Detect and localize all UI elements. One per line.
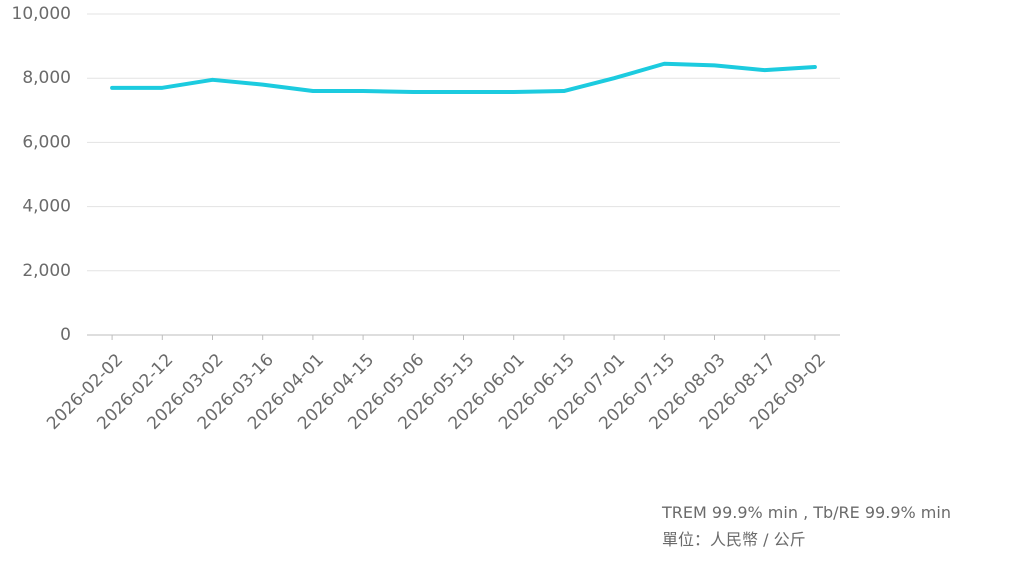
note: TREM 99.9% min , Tb/RE 99.9% min (661, 503, 951, 522)
y-tick-label: 0 (60, 325, 71, 345)
note: 單位：人民幣 / 公斤 (662, 530, 806, 549)
data-line (110, 61, 817, 95)
y-tick-label: 8,000 (22, 68, 71, 88)
y-tick-label: 6,000 (22, 132, 71, 152)
y-tick-label: 4,000 (22, 197, 71, 217)
y-tick-label: 2,000 (22, 261, 71, 281)
y-tick-label: 10,000 (12, 4, 71, 24)
